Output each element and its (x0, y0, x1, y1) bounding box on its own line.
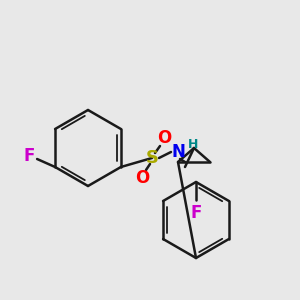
Text: S: S (146, 149, 158, 167)
Text: F: F (24, 147, 35, 165)
Text: H: H (188, 139, 198, 152)
Text: O: O (135, 169, 149, 187)
Text: O: O (157, 129, 171, 147)
Text: F: F (190, 204, 202, 222)
Text: N: N (171, 143, 185, 161)
